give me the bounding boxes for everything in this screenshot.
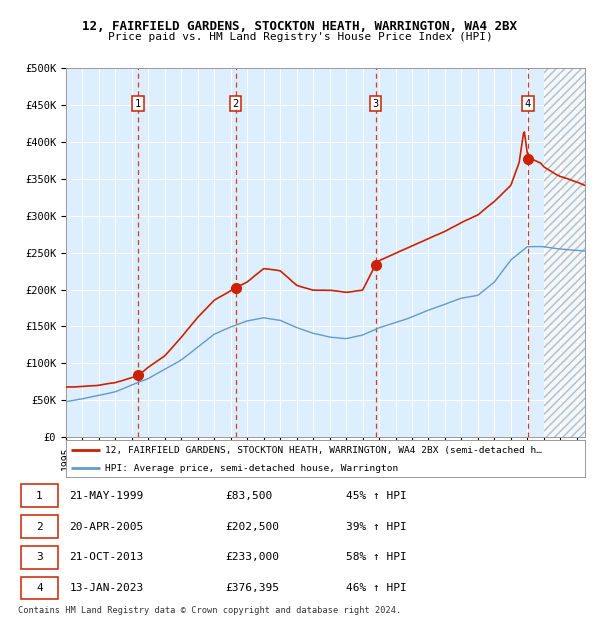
Text: 2: 2 <box>233 99 239 108</box>
Text: £376,395: £376,395 <box>225 583 279 593</box>
Text: 46% ↑ HPI: 46% ↑ HPI <box>346 583 407 593</box>
Text: 39% ↑ HPI: 39% ↑ HPI <box>346 521 407 531</box>
Text: £83,500: £83,500 <box>225 491 272 501</box>
FancyBboxPatch shape <box>20 546 58 569</box>
Text: HPI: Average price, semi-detached house, Warrington: HPI: Average price, semi-detached house,… <box>105 464 398 472</box>
Text: 1: 1 <box>135 99 141 108</box>
Bar <box>544 68 585 437</box>
Text: 45% ↑ HPI: 45% ↑ HPI <box>346 491 407 501</box>
Text: 3: 3 <box>373 99 379 108</box>
Text: 4: 4 <box>36 583 43 593</box>
Text: 13-JAN-2023: 13-JAN-2023 <box>70 583 144 593</box>
Text: 21-OCT-2013: 21-OCT-2013 <box>70 552 144 562</box>
Text: 21-MAY-1999: 21-MAY-1999 <box>70 491 144 501</box>
Bar <box>544 68 585 437</box>
FancyBboxPatch shape <box>20 577 58 600</box>
Text: Contains HM Land Registry data © Crown copyright and database right 2024.: Contains HM Land Registry data © Crown c… <box>18 606 401 616</box>
Text: 58% ↑ HPI: 58% ↑ HPI <box>346 552 407 562</box>
FancyBboxPatch shape <box>20 515 58 538</box>
Text: 4: 4 <box>525 99 531 108</box>
Text: 1: 1 <box>36 491 43 501</box>
Text: 3: 3 <box>36 552 43 562</box>
Text: Price paid vs. HM Land Registry's House Price Index (HPI): Price paid vs. HM Land Registry's House … <box>107 32 493 42</box>
Text: £233,000: £233,000 <box>225 552 279 562</box>
Text: 12, FAIRFIELD GARDENS, STOCKTON HEATH, WARRINGTON, WA4 2BX (semi-detached h…: 12, FAIRFIELD GARDENS, STOCKTON HEATH, W… <box>105 446 542 454</box>
Text: 2: 2 <box>36 521 43 531</box>
FancyBboxPatch shape <box>20 484 58 507</box>
Text: 12, FAIRFIELD GARDENS, STOCKTON HEATH, WARRINGTON, WA4 2BX: 12, FAIRFIELD GARDENS, STOCKTON HEATH, W… <box>83 20 517 33</box>
Text: 20-APR-2005: 20-APR-2005 <box>70 521 144 531</box>
Text: £202,500: £202,500 <box>225 521 279 531</box>
